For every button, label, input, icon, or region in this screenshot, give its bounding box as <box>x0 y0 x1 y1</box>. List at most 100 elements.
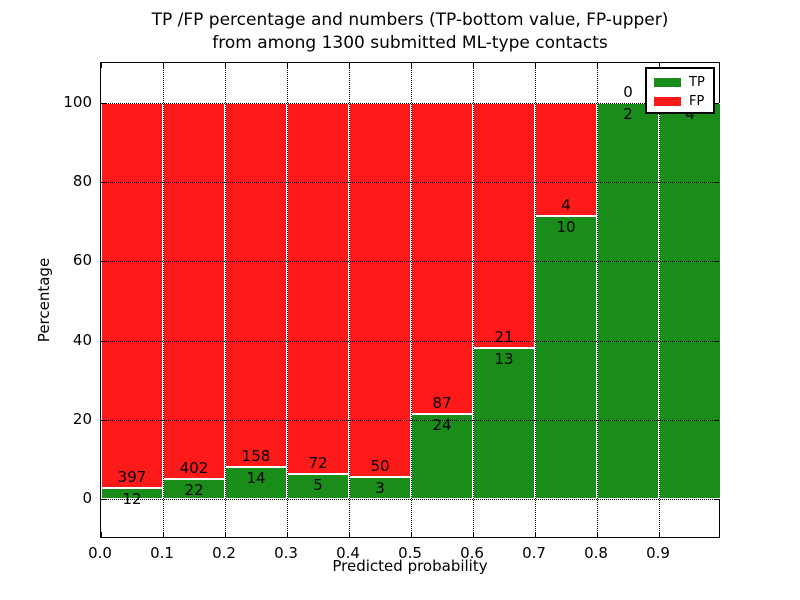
y-tick-left <box>101 102 106 104</box>
fp-count-label: 0 <box>623 82 633 101</box>
x-tick-label: 0.7 <box>522 544 546 562</box>
bar-segment-tp <box>101 487 163 500</box>
x-tick-label: 0.2 <box>212 544 236 562</box>
x-axis-label: Predicted probability <box>332 557 488 575</box>
y-tick-label: 0 <box>82 489 92 508</box>
fp-count-label: 397 <box>117 467 147 486</box>
fp-count-label: 87 <box>432 393 452 412</box>
bar-segment-fp <box>225 102 287 468</box>
y-tick-right <box>714 102 719 104</box>
legend: TP FP <box>645 67 715 114</box>
bar-segment-fp <box>349 102 411 477</box>
x-tick-top <box>473 63 474 68</box>
y-tick-left <box>101 340 106 342</box>
x-tick-bottom <box>163 532 164 537</box>
x-tick-label: 0.0 <box>88 544 112 562</box>
x-tick-top <box>659 63 660 68</box>
bar-segment-tp <box>473 347 535 500</box>
tp-count-label: 3 <box>375 478 385 497</box>
y-tick-right <box>714 261 719 263</box>
y-tick-right <box>714 340 719 342</box>
y-gridline <box>101 261 719 263</box>
fp-count-label: 4 <box>561 195 571 214</box>
fp-count-label: 158 <box>241 447 271 466</box>
x-gridline <box>287 63 288 537</box>
tp-color-swatch <box>654 78 681 87</box>
x-tick-label: 0.9 <box>646 544 670 562</box>
bar-segment-fp <box>473 102 535 348</box>
y-tick-label: 40 <box>72 330 92 349</box>
x-tick-top <box>101 63 102 68</box>
x-tick-label: 0.6 <box>460 544 484 562</box>
x-gridline <box>659 63 660 537</box>
fp-count-label: 50 <box>370 456 390 475</box>
bar-segment-tp <box>225 467 287 500</box>
x-tick-bottom <box>597 532 598 537</box>
x-tick-label: 0.4 <box>336 544 360 562</box>
y-tick-label: 100 <box>63 92 92 111</box>
tp-count-label: 12 <box>122 489 142 508</box>
y-tick-right <box>714 182 719 183</box>
y-tick-left <box>101 182 106 183</box>
x-tick-top <box>411 63 412 68</box>
x-tick-bottom <box>411 532 412 537</box>
x-gridline <box>597 63 598 537</box>
fp-count-label: 21 <box>494 327 514 346</box>
x-tick-bottom <box>535 532 536 537</box>
x-gridline <box>535 63 536 537</box>
chart-title-line1: TP /FP percentage and numbers (TP-bottom… <box>151 10 669 30</box>
x-gridline <box>225 63 226 537</box>
y-gridline <box>101 102 719 104</box>
bar-segment-tp <box>659 102 721 500</box>
x-tick-label: 0.5 <box>398 544 422 562</box>
tp-count-label: 14 <box>246 469 266 488</box>
x-tick-bottom <box>473 532 474 537</box>
y-tick-left <box>101 420 106 421</box>
y-gridline <box>101 182 719 183</box>
y-axis-label-text: Percentage <box>35 257 53 343</box>
legend-entry-fp: FP <box>654 92 713 111</box>
x-tick-top <box>597 63 598 68</box>
chart-title: TP /FP percentage and numbers (TP-bottom… <box>100 9 720 55</box>
x-tick-bottom <box>101 532 102 537</box>
x-tick-bottom <box>349 532 350 537</box>
x-gridline <box>163 63 164 537</box>
fp-count-label: 72 <box>308 453 328 472</box>
y-tick-left <box>101 499 106 501</box>
y-tick-label: 60 <box>72 251 92 270</box>
y-gridline <box>101 340 719 342</box>
legend-entry-tp: TP <box>654 73 713 92</box>
x-gridline <box>349 63 350 537</box>
x-tick-top <box>349 63 350 68</box>
fp-count-label: 402 <box>179 458 209 477</box>
legend-label-fp: FP <box>689 94 705 109</box>
y-tick-left <box>101 261 106 263</box>
x-tick-label: 0.8 <box>584 544 608 562</box>
plot-area: 397124022215814725503872421134100204 <box>100 62 721 538</box>
tp-count-label: 2 <box>623 104 633 123</box>
tp-count-label: 24 <box>432 415 452 434</box>
bar-segment-tp <box>535 215 597 500</box>
x-tick-bottom <box>287 532 288 537</box>
x-gridline <box>473 63 474 537</box>
chart-title-line2: from among 1300 submitted ML-type contac… <box>212 33 608 53</box>
legend-label-tp: TP <box>689 75 705 90</box>
y-gridline <box>101 420 719 421</box>
y-tick-label: 80 <box>72 172 92 190</box>
x-gridline <box>411 63 412 537</box>
y-tick-label: 20 <box>72 410 92 428</box>
tp-count-label: 13 <box>494 349 514 368</box>
y-tick-right <box>714 420 719 421</box>
bar-segment-fp <box>101 102 163 488</box>
x-tick-label: 0.1 <box>150 544 174 562</box>
bar-segment-tp <box>597 102 659 500</box>
x-tick-bottom <box>225 532 226 537</box>
bar-segment-fp <box>411 102 473 414</box>
y-gridline <box>101 499 719 501</box>
y-tick-right <box>714 499 719 501</box>
fp-color-swatch <box>654 97 681 106</box>
x-tick-top <box>287 63 288 68</box>
x-tick-top <box>163 63 164 68</box>
bar-segment-fp <box>287 102 349 474</box>
x-tick-top <box>225 63 226 68</box>
